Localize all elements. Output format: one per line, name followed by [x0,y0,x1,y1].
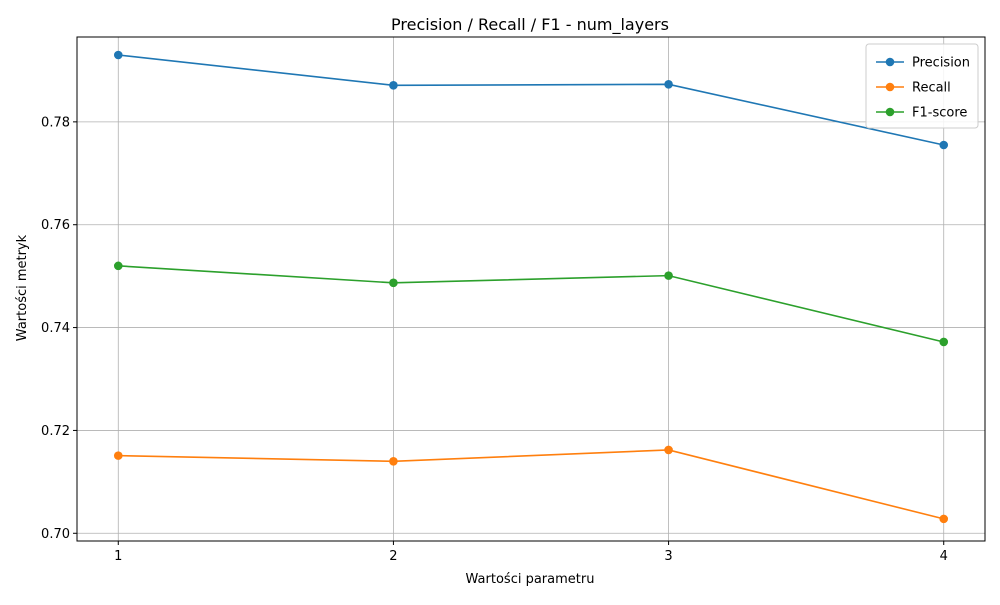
legend: Precision Recall F1-score [865,43,979,129]
series-f1-score [113,261,949,347]
data-point-f1-score [939,337,949,347]
y-axis-label: Wartości metryk [15,234,30,341]
y-tick-label: 0.72 [41,424,70,439]
axes-frame [76,36,986,542]
series-line-precision [118,54,944,146]
data-point-precision [389,81,398,90]
x-tick-label: 4 [940,549,948,564]
x-tick-label: 1 [114,549,122,564]
legend-label: Recall [912,81,951,96]
y-tick-label: 0.70 [41,527,70,542]
legend-marker [885,82,895,92]
data-point-precision [664,80,673,89]
series-precision [113,50,949,150]
legend-marker [885,107,895,117]
x-tick-label: 3 [664,549,672,564]
y-tick-label: 0.78 [41,115,70,130]
data-point-f1-score [389,278,398,288]
tick-layer: 1 2 3 4 0.70 0.72 0.74 0.76 0.78 [41,115,948,564]
legend-item-f1-score: F1-score [876,106,967,121]
data-point-precision [113,50,123,60]
series-line-f1-score [118,265,944,343]
data-point-precision [939,140,949,150]
x-tick-label: 2 [389,549,397,564]
data-point-recall [939,514,949,524]
data-point-recall [664,445,673,455]
chart-title: Precision / Recall / F1 - num_layers [391,15,669,35]
data-point-recall [113,451,123,460]
legend-label: Precision [912,56,970,71]
grid-layer [77,37,985,541]
legend-box [865,43,979,129]
series-line-recall [118,449,944,520]
data-point-f1-score [664,271,673,280]
legend-item-precision: Precision [876,56,970,71]
series-layer [113,50,949,524]
legend-marker [885,57,895,67]
legend-label: F1-score [912,106,967,121]
data-point-f1-score [113,261,123,271]
series-recall [113,445,949,524]
y-tick-label: 0.76 [41,218,70,233]
y-tick-label: 0.74 [41,321,70,336]
x-axis-label: Wartości parametru [466,572,595,587]
data-point-recall [389,456,398,466]
legend-item-recall: Recall [876,81,951,96]
